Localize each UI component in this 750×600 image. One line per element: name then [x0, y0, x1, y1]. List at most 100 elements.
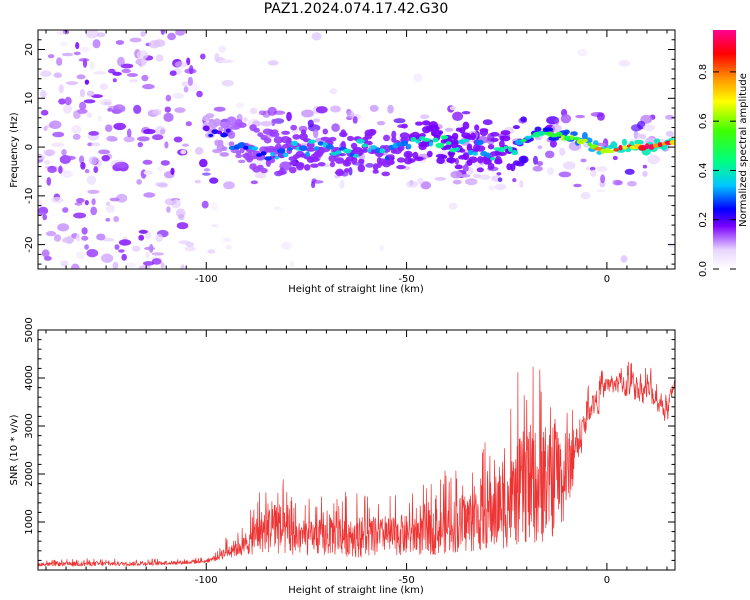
spectral-blob	[635, 133, 642, 139]
spectral-blob	[138, 265, 151, 269]
ridge-core	[317, 141, 324, 146]
ridge-halo	[563, 129, 570, 135]
spectral-blob	[83, 99, 96, 104]
y-tick-label: 2000	[24, 461, 35, 486]
spectral-blob	[63, 104, 72, 114]
spectral-blob	[107, 108, 113, 112]
x-tick-label: 0	[604, 274, 610, 285]
spectral-blob	[211, 224, 219, 228]
spectral-blob	[273, 206, 282, 211]
spectral-blob	[152, 109, 162, 116]
spectral-blob	[560, 114, 572, 124]
ridge-core	[406, 143, 412, 150]
spectral-blob	[71, 263, 80, 269]
ridge-core	[657, 142, 663, 148]
spectral-blob	[38, 199, 43, 208]
spectral-blob	[80, 162, 86, 170]
spectral-blob	[58, 165, 63, 174]
ridge-core	[572, 136, 581, 141]
ridge-halo	[459, 148, 466, 153]
ridge-core	[298, 145, 308, 152]
spectral-blob	[258, 110, 267, 116]
spectral-blob	[40, 109, 49, 116]
ridge-core	[291, 140, 298, 146]
spectral-blob	[243, 117, 248, 122]
spectral-blob	[627, 180, 637, 187]
ridge-core	[563, 135, 572, 141]
spectral-blob	[413, 73, 423, 82]
spectral-blob	[126, 73, 139, 77]
spectral-blob	[142, 83, 155, 90]
spectral-blob	[84, 200, 89, 206]
spectral-blob	[157, 165, 165, 172]
y-tick-label: 1000	[24, 509, 35, 534]
ridge-halo	[342, 159, 352, 167]
spectral-blob	[494, 183, 507, 191]
spectral-blob	[559, 147, 566, 156]
spectral-blob	[88, 131, 100, 136]
ridge-halo	[219, 152, 230, 157]
spectral-blob	[42, 214, 47, 221]
ridge-halo	[490, 137, 499, 142]
ridge-core	[313, 146, 320, 151]
spectral-blob	[143, 170, 153, 176]
spectral-blob	[137, 142, 143, 148]
ridge-core	[520, 138, 527, 142]
spectral-blob	[60, 41, 68, 47]
ridge-halo	[383, 134, 390, 142]
spectral-blob	[40, 70, 52, 77]
spectral-blob	[164, 106, 171, 113]
snr-x-axis-label: Height of straight line (km)	[288, 585, 424, 596]
spectral-blob	[137, 136, 150, 142]
spectral-blob	[596, 188, 606, 193]
spectral-blob	[479, 174, 491, 180]
spectral-blob	[113, 216, 120, 223]
spectral-blob	[176, 222, 189, 230]
spectral-blob	[61, 170, 73, 178]
spectral-blob	[104, 124, 113, 132]
spectral-blob	[84, 169, 90, 174]
ridge-halo	[399, 132, 410, 139]
spectral-blob	[92, 39, 101, 49]
spectral-blob	[118, 249, 125, 253]
ridge-halo	[303, 164, 311, 171]
spectral-blob	[223, 181, 235, 190]
spectral-blob	[56, 57, 63, 66]
ridge-halo	[462, 121, 470, 130]
spectral-blob	[128, 79, 139, 83]
spectral-blob	[194, 179, 201, 184]
ridge-halo	[344, 168, 350, 173]
spectral-blob	[121, 253, 127, 261]
ridge-halo	[470, 132, 476, 141]
ridge-halo	[322, 128, 329, 135]
spectral-blob	[536, 161, 544, 166]
spectral-blob	[465, 178, 478, 186]
spectral-blob	[273, 110, 286, 115]
spectral-blob	[60, 260, 69, 267]
ridge-halo	[462, 152, 470, 161]
ridge-core	[220, 132, 228, 138]
ridge-halo	[328, 136, 337, 142]
spectral-blob	[96, 233, 106, 241]
spectral-blob	[620, 255, 628, 263]
ridge-halo	[213, 118, 222, 127]
ridge-core	[467, 149, 474, 156]
spectral-blob	[115, 40, 125, 45]
ridge-halo	[520, 155, 527, 164]
spectral-blob	[600, 174, 606, 184]
ridge-core	[277, 148, 286, 154]
colorbar-tick-label: 0.4	[698, 162, 709, 178]
spectral-blob	[624, 168, 635, 175]
spectral-blob	[211, 202, 218, 211]
ridge-halo	[441, 154, 448, 159]
ridge-halo	[329, 161, 336, 168]
ridge-core	[282, 152, 289, 158]
ridge-core	[361, 143, 369, 148]
spectral-blob	[112, 261, 119, 269]
ridge-halo	[281, 130, 290, 135]
spectral-blob	[249, 107, 258, 115]
spectral-blob	[348, 166, 353, 176]
spectrogram-x-ticks: -100 -50 0	[45, 30, 668, 285]
colorbar-label: Normalized spectral amplitude	[738, 73, 749, 227]
ridge-core	[325, 144, 334, 150]
